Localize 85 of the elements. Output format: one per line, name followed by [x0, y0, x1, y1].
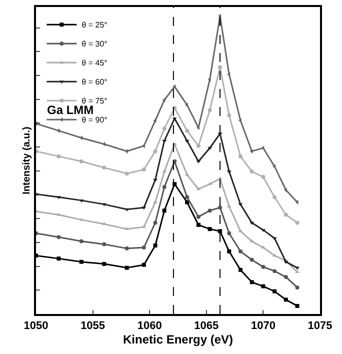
point — [124, 246, 129, 250]
x-tick-label: 1070 — [250, 320, 276, 332]
point — [238, 154, 242, 158]
point — [184, 172, 190, 176]
point — [79, 239, 84, 244]
point — [153, 220, 158, 225]
point — [227, 231, 232, 236]
point — [272, 289, 277, 294]
point — [261, 174, 266, 179]
point — [142, 167, 146, 172]
point — [295, 285, 300, 290]
point — [218, 229, 222, 234]
point — [226, 170, 232, 174]
legend-label: θ = 90° — [82, 116, 108, 125]
point — [208, 146, 212, 150]
point — [284, 212, 288, 217]
legend-label: θ = 30° — [82, 40, 108, 49]
point — [162, 126, 166, 131]
point — [162, 170, 167, 173]
x-tick-label: 1060 — [137, 320, 162, 332]
point — [208, 182, 212, 186]
point — [295, 220, 300, 225]
point — [79, 260, 84, 264]
point — [284, 188, 287, 192]
point — [124, 172, 129, 176]
point — [162, 208, 166, 213]
x-tick-label: 1055 — [80, 320, 106, 332]
point — [142, 262, 146, 267]
point — [162, 185, 166, 190]
point — [218, 206, 222, 210]
point — [261, 264, 266, 269]
point — [162, 98, 166, 102]
point — [185, 195, 190, 200]
point — [196, 144, 200, 148]
annotation: Ga LMM — [47, 103, 94, 117]
point — [250, 170, 254, 174]
point — [261, 284, 266, 288]
point — [208, 227, 212, 232]
x-tick-label: 1050 — [24, 320, 48, 332]
point — [250, 280, 254, 284]
point — [56, 154, 61, 158]
point — [272, 269, 277, 274]
x-tick-label: 1075 — [308, 320, 332, 332]
point — [208, 208, 212, 213]
point — [272, 164, 276, 169]
point — [238, 249, 242, 254]
point — [56, 256, 61, 261]
point — [56, 235, 61, 240]
legend-label: θ = 60° — [82, 78, 108, 87]
point — [79, 136, 82, 140]
point — [295, 304, 300, 308]
point — [196, 214, 200, 219]
point — [238, 268, 242, 272]
point — [284, 298, 288, 302]
legend-label: θ = 45° — [82, 58, 108, 68]
legend-label: θ = 25° — [82, 20, 108, 30]
legend-label: θ = 75° — [82, 96, 108, 106]
point — [272, 195, 277, 200]
point — [124, 227, 130, 230]
x-tick-label: 1065 — [194, 320, 219, 332]
point — [142, 206, 146, 210]
y-axis-title: Intensity (a.u.) — [22, 126, 32, 194]
point — [250, 258, 254, 262]
point — [142, 224, 146, 228]
point — [185, 128, 190, 133]
point — [284, 275, 288, 280]
point — [153, 149, 158, 154]
point — [226, 204, 232, 208]
point — [79, 159, 84, 164]
point — [218, 65, 222, 70]
point — [79, 218, 84, 221]
x-axis-title: Kinetic Energy (eV) — [122, 332, 234, 347]
point — [102, 166, 106, 170]
point — [142, 144, 145, 148]
point — [142, 246, 146, 250]
point — [102, 242, 106, 246]
point — [185, 200, 190, 204]
point — [153, 243, 158, 248]
point — [227, 113, 232, 118]
point — [208, 77, 211, 82]
point — [102, 262, 106, 266]
point — [227, 249, 232, 254]
point — [208, 108, 212, 112]
point — [196, 222, 200, 227]
point — [124, 266, 129, 270]
